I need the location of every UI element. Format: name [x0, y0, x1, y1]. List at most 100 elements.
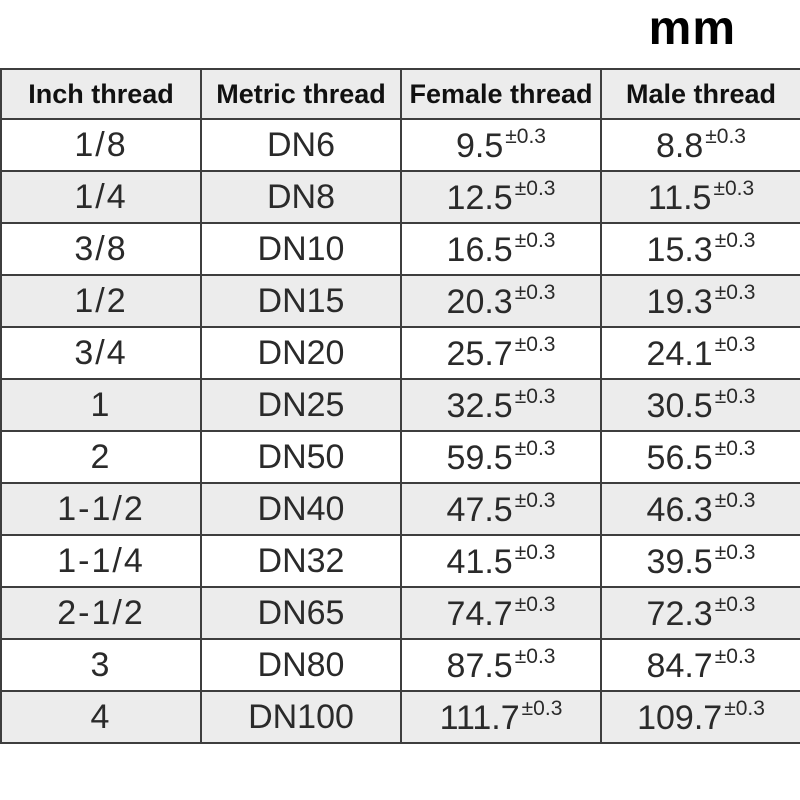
tolerance-superscript: ±0.3: [514, 280, 556, 304]
column-header-inch-thread: Inch thread: [0, 68, 202, 120]
table-row: 1 DN25 32.5±0.3 30.5±0.3: [0, 378, 800, 432]
metric-thread-cell: DN65: [200, 586, 402, 640]
measurement-value: 19.3: [646, 282, 713, 321]
measurement-value: 8.8: [656, 126, 704, 165]
tolerance-superscript: ±0.3: [714, 332, 756, 356]
column-header-metric-thread: Metric thread: [200, 68, 402, 120]
male-thread-cell: 30.5±0.3: [600, 378, 800, 432]
table-row: 1/2 DN15 20.3±0.3 19.3±0.3: [0, 274, 800, 328]
table-row: 3 DN80 87.5±0.3 84.7±0.3: [0, 638, 800, 692]
inch-thread-cell: 1/4: [0, 170, 202, 224]
inch-thread-cell: 3/4: [0, 326, 202, 380]
male-thread-cell: 15.3±0.3: [600, 222, 800, 276]
table-row: 2 DN50 59.5±0.3 56.5±0.3: [0, 430, 800, 484]
inch-thread-cell: 3/8: [0, 222, 202, 276]
tolerance-superscript: ±0.3: [714, 488, 756, 512]
table-row: 4 DN100 111.7±0.3 109.7±0.3: [0, 690, 800, 744]
metric-thread-cell: DN100: [200, 690, 402, 744]
male-thread-cell: 8.8±0.3: [600, 118, 800, 172]
female-thread-cell: 74.7±0.3: [400, 586, 602, 640]
female-thread-cell: 25.7±0.3: [400, 326, 602, 380]
tolerance-superscript: ±0.3: [714, 436, 756, 460]
unit-label-mm: mm: [648, 2, 736, 55]
inch-thread-cell: 2-1/2: [0, 586, 202, 640]
tolerance-superscript: ±0.3: [514, 644, 556, 668]
inch-thread-cell: 1/2: [0, 274, 202, 328]
tolerance-superscript: ±0.3: [514, 228, 556, 252]
table-header: Inch thread Metric thread Female thread …: [0, 68, 800, 120]
female-thread-cell: 111.7±0.3: [400, 690, 602, 744]
measurement-value: 111.7: [439, 698, 520, 737]
metric-thread-cell: DN8: [200, 170, 402, 224]
female-thread-cell: 20.3±0.3: [400, 274, 602, 328]
measurement-value: 25.7: [446, 334, 513, 373]
tolerance-superscript: ±0.3: [724, 696, 765, 720]
metric-thread-cell: DN25: [200, 378, 402, 432]
thread-size-table: Inch thread Metric thread Female thread …: [0, 68, 800, 744]
measurement-value: 41.5: [446, 542, 513, 581]
female-thread-cell: 59.5±0.3: [400, 430, 602, 484]
female-thread-cell: 16.5±0.3: [400, 222, 602, 276]
measurement-value: 15.3: [646, 230, 713, 269]
metric-thread-cell: DN20: [200, 326, 402, 380]
inch-thread-cell: 3: [0, 638, 202, 692]
table-row: 2-1/2 DN65 74.7±0.3 72.3±0.3: [0, 586, 800, 640]
tolerance-superscript: ±0.3: [514, 436, 556, 460]
metric-thread-cell: DN50: [200, 430, 402, 484]
measurement-value: 12.5: [446, 178, 513, 217]
metric-thread-cell: DN32: [200, 534, 402, 588]
metric-thread-cell: DN10: [200, 222, 402, 276]
inch-thread-cell: 1/8: [0, 118, 202, 172]
measurement-value: 32.5: [446, 386, 513, 425]
header-row: Inch thread Metric thread Female thread …: [0, 68, 800, 120]
inch-thread-cell: 1: [0, 378, 202, 432]
measurement-value: 56.5: [646, 438, 713, 477]
tolerance-superscript: ±0.3: [514, 176, 556, 200]
measurement-value: 30.5: [646, 386, 713, 425]
table-row: 1-1/4 DN32 41.5±0.3 39.5±0.3: [0, 534, 800, 588]
male-thread-cell: 24.1±0.3: [600, 326, 800, 380]
male-thread-cell: 72.3±0.3: [600, 586, 800, 640]
tolerance-superscript: ±0.3: [705, 124, 746, 148]
tolerance-superscript: ±0.3: [714, 280, 756, 304]
measurement-value: 87.5: [446, 646, 513, 685]
measurement-value: 20.3: [446, 282, 513, 321]
column-header-female-thread: Female thread: [400, 68, 602, 120]
measurement-value: 16.5: [446, 230, 513, 269]
inch-thread-cell: 1-1/4: [0, 534, 202, 588]
measurement-value: 9.5: [456, 126, 504, 165]
measurement-value: 46.3: [646, 490, 713, 529]
metric-thread-cell: DN40: [200, 482, 402, 536]
male-thread-cell: 56.5±0.3: [600, 430, 800, 484]
inch-thread-cell: 4: [0, 690, 202, 744]
measurement-value: 72.3: [646, 594, 713, 633]
tolerance-superscript: ±0.3: [714, 592, 756, 616]
tolerance-superscript: ±0.3: [714, 384, 756, 408]
measurement-value: 39.5: [646, 542, 713, 581]
male-thread-cell: 46.3±0.3: [600, 482, 800, 536]
table-row: 1/4 DN8 12.5±0.3 11.5±0.3: [0, 170, 800, 224]
metric-thread-cell: DN6: [200, 118, 402, 172]
male-thread-cell: 84.7±0.3: [600, 638, 800, 692]
female-thread-cell: 12.5±0.3: [400, 170, 602, 224]
inch-thread-cell: 1-1/2: [0, 482, 202, 536]
measurement-value: 59.5: [446, 438, 513, 477]
male-thread-cell: 109.7±0.3: [600, 690, 800, 744]
measurement-value: 109.7: [637, 698, 723, 737]
male-thread-cell: 19.3±0.3: [600, 274, 800, 328]
table-row: 1-1/2 DN40 47.5±0.3 46.3±0.3: [0, 482, 800, 536]
measurement-value: 47.5: [446, 490, 513, 529]
tolerance-superscript: ±0.3: [505, 124, 546, 148]
tolerance-superscript: ±0.3: [514, 540, 556, 564]
inch-thread-cell: 2: [0, 430, 202, 484]
measurement-value: 74.7: [446, 594, 513, 633]
measurement-value: 84.7: [646, 646, 713, 685]
metric-thread-cell: DN80: [200, 638, 402, 692]
tolerance-superscript: ±0.3: [521, 696, 563, 720]
thread-size-table-container: Inch thread Metric thread Female thread …: [0, 68, 800, 744]
tolerance-superscript: ±0.3: [514, 384, 556, 408]
female-thread-cell: 47.5±0.3: [400, 482, 602, 536]
male-thread-cell: 11.5±0.3: [600, 170, 800, 224]
tolerance-superscript: ±0.3: [714, 228, 756, 252]
tolerance-superscript: ±0.3: [713, 176, 755, 200]
